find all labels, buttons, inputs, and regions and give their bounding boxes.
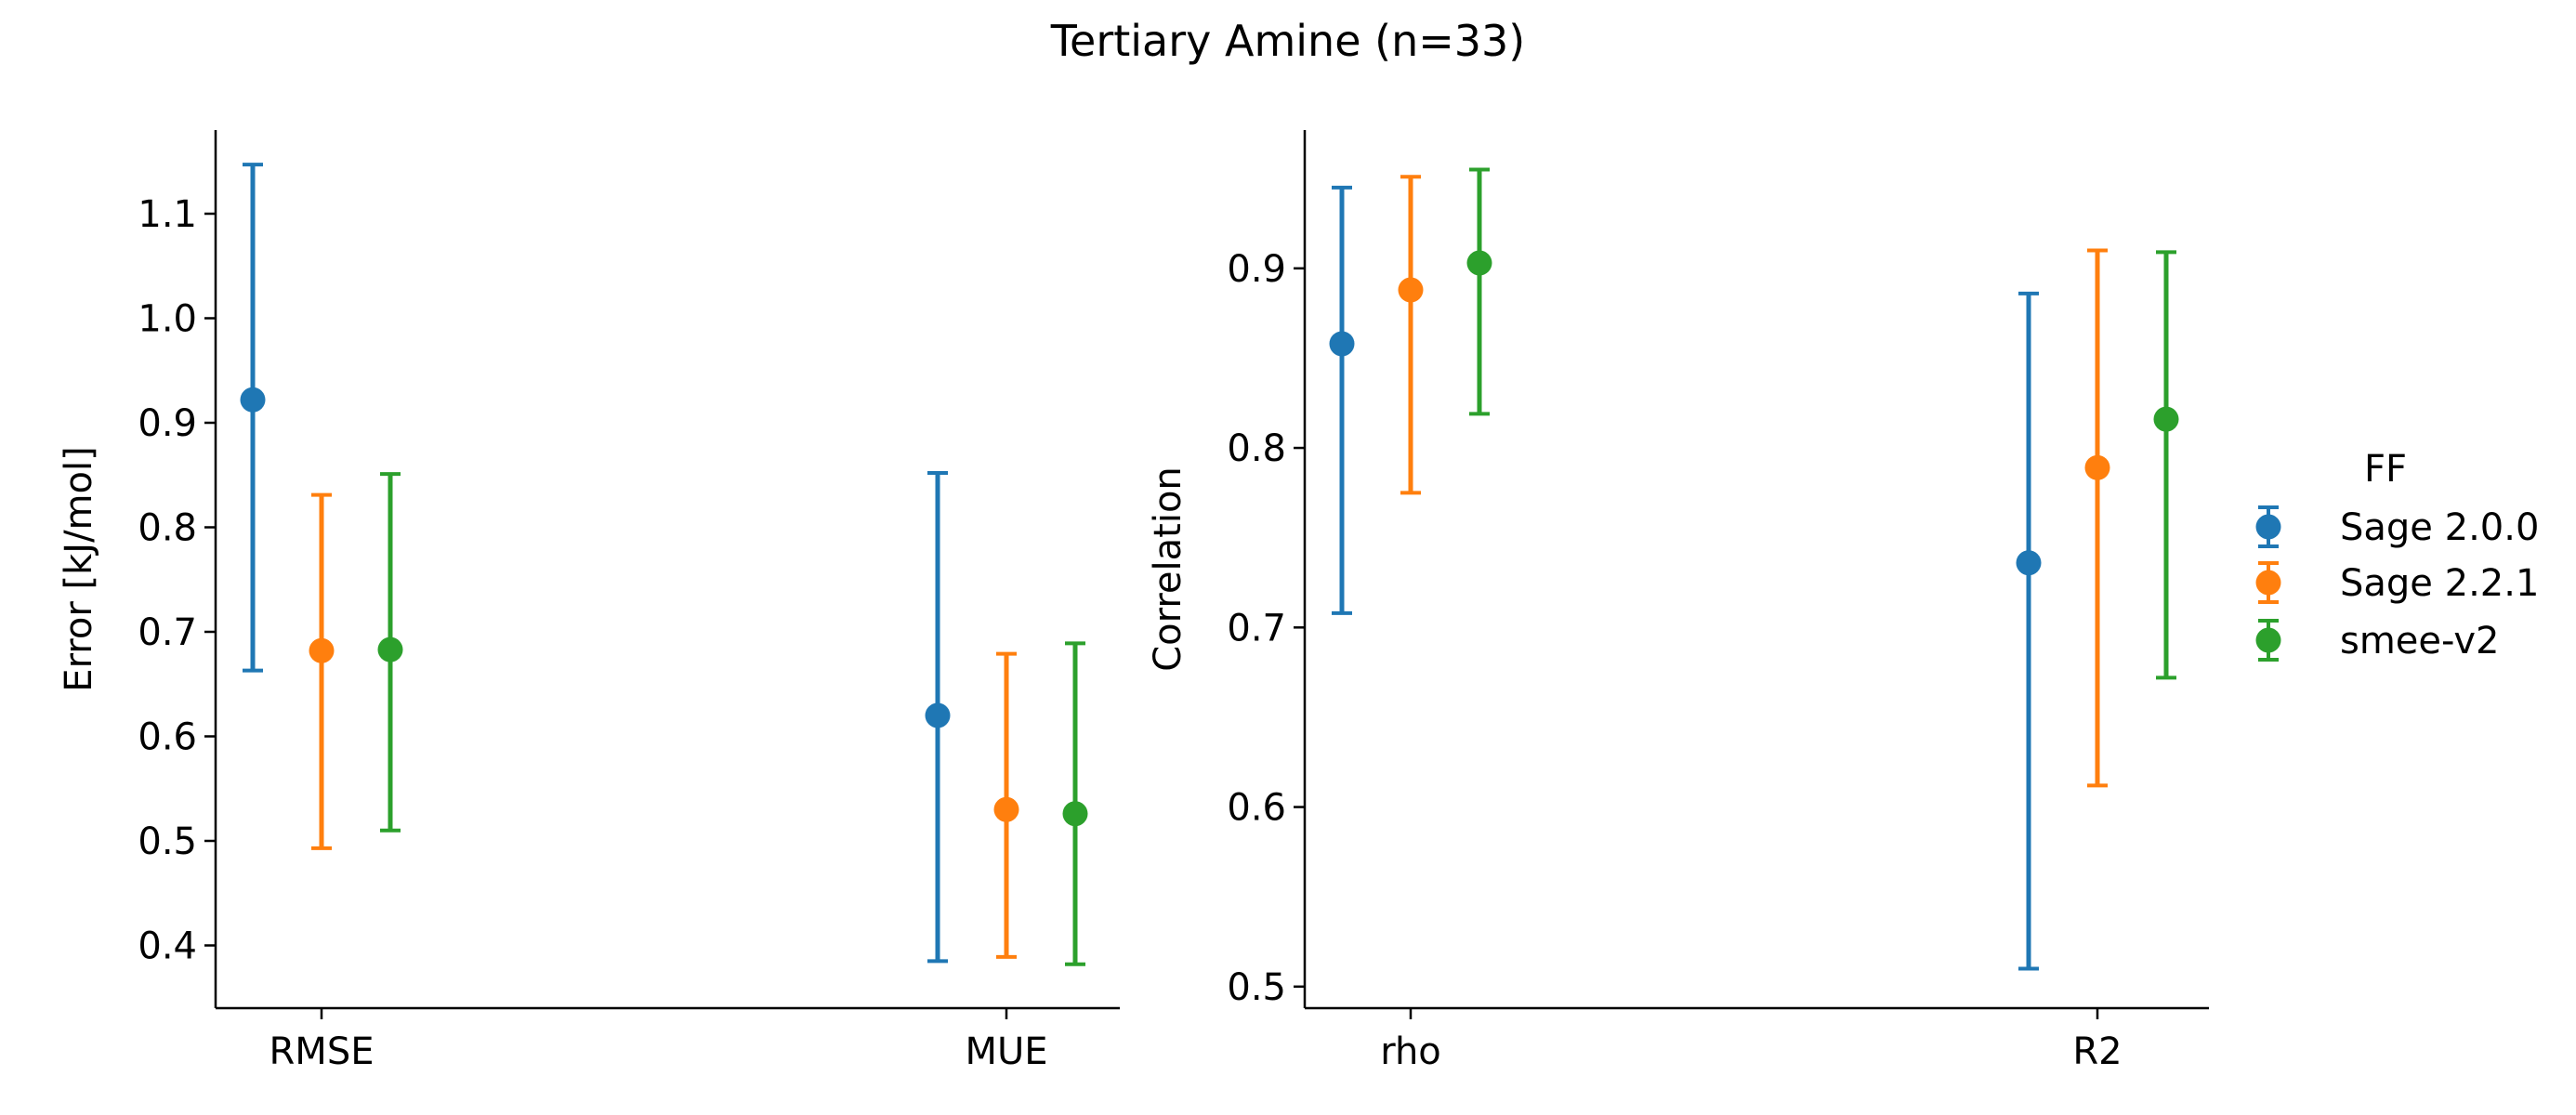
y-axis-label: Correlation <box>1147 466 1189 672</box>
x-tick-label: MUE <box>965 1030 1047 1073</box>
correlation-panel: 0.5 0.6 0.7 0.8 0.9 rho R2 Correlation <box>1147 130 2209 1073</box>
data-point <box>925 702 951 728</box>
data-point <box>2016 550 2042 576</box>
legend-marker-point <box>2255 627 2281 653</box>
y-tick-label: 0.5 <box>1227 966 1286 1009</box>
legend-entry-label: Sage 2.0.0 <box>2340 506 2539 549</box>
y-tick-label: 0.6 <box>138 716 197 759</box>
legend-entry-label: Sage 2.2.1 <box>2340 562 2539 605</box>
data-point <box>1329 331 1355 357</box>
y-tick-label: 0.8 <box>1227 427 1286 470</box>
legend-marker-point <box>2255 570 2281 596</box>
data-point <box>377 636 403 662</box>
data-point <box>1062 801 1088 827</box>
series-sage-2-2-1 <box>309 492 1019 959</box>
y-tick-label: 0.7 <box>138 611 197 654</box>
series-sage-2-2-1 <box>1398 175 2110 788</box>
legend-title: FF <box>2364 448 2407 491</box>
data-point <box>240 387 266 413</box>
y-tick-label: 0.6 <box>1227 787 1286 830</box>
x-tick-label: rho <box>1380 1030 1441 1073</box>
y-tick-label: 0.9 <box>138 402 197 445</box>
legend-marker-point <box>2255 514 2281 540</box>
figure-title: Tertiary Amine (n=33) <box>1050 16 1526 66</box>
series-smee-v2 <box>377 472 1088 966</box>
x-tick-label: RMSE <box>269 1030 375 1073</box>
series-sage-2-0-0 <box>240 163 951 964</box>
error-panel: 0.4 0.5 0.6 0.7 0.8 0.9 1.0 1.1 RMSE MUE Error [kJ… <box>58 130 1120 1073</box>
data-point <box>2084 454 2110 480</box>
y-tick-label: 0.5 <box>138 820 197 863</box>
y-tick-label: 0.7 <box>1227 607 1286 649</box>
y-tick-label: 1.0 <box>138 298 197 341</box>
data-point <box>1398 277 1424 303</box>
y-axis-label: Error [kJ/mol] <box>58 446 100 691</box>
data-point <box>1466 250 1492 276</box>
series-smee-v2 <box>1466 167 2179 680</box>
legend-entry-label: smee-v2 <box>2340 620 2500 662</box>
x-tick-label: R2 <box>2072 1030 2122 1073</box>
data-point <box>993 796 1019 822</box>
legend: FF Sage 2.0.0 Sage 2.2.1 smee-v2 <box>2255 448 2539 662</box>
y-tick-label: 0.9 <box>1227 248 1286 291</box>
data-point <box>2153 406 2179 432</box>
y-tick-label: 0.8 <box>138 507 197 550</box>
series-sage-2-0-0 <box>1329 185 2042 971</box>
y-tick-label: 1.1 <box>138 193 197 236</box>
data-point <box>309 637 335 663</box>
y-tick-label: 0.4 <box>138 925 197 968</box>
